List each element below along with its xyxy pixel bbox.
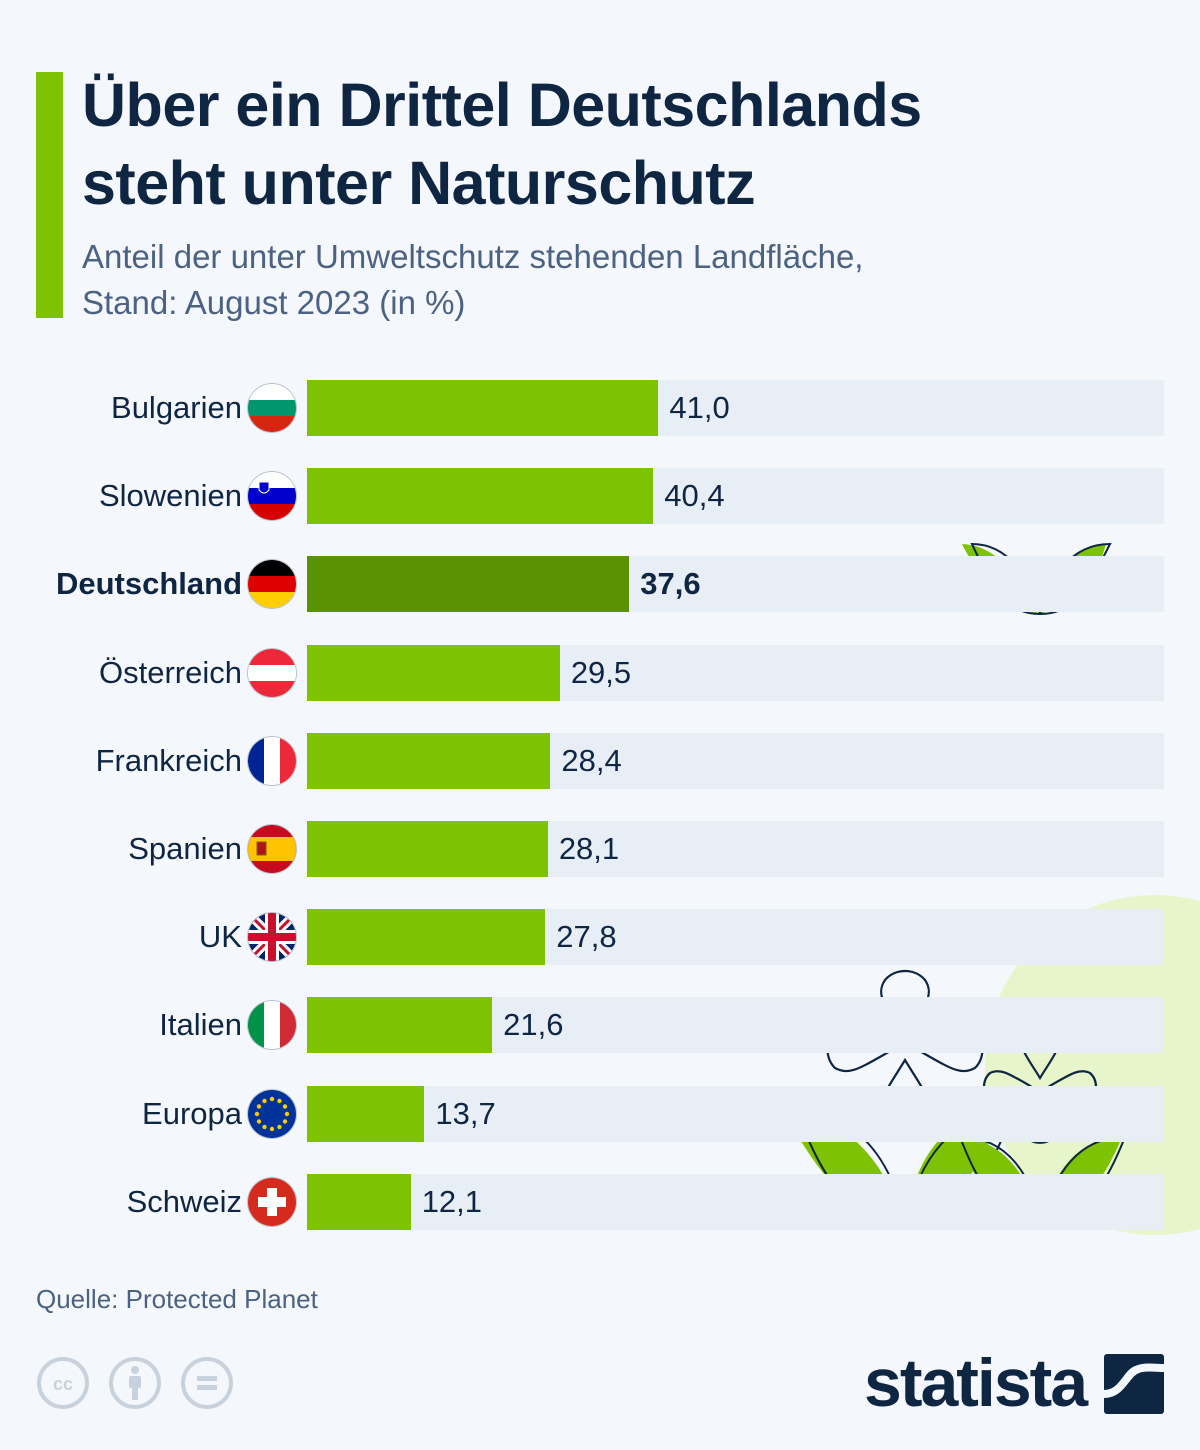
category-label: Deutschland bbox=[55, 566, 242, 602]
bar-row: Europa 13,7 bbox=[0, 1085, 1200, 1142]
bar-row: Frankreich 28,4 bbox=[0, 732, 1200, 789]
bar[interactable] bbox=[307, 997, 493, 1054]
bar-track bbox=[307, 1085, 1164, 1142]
bar-row: Österreich 29,5 bbox=[0, 644, 1200, 701]
bar[interactable] bbox=[307, 644, 560, 701]
flag-italy-icon bbox=[248, 1001, 296, 1050]
flag-austria-icon bbox=[248, 648, 296, 697]
bar[interactable] bbox=[307, 556, 630, 613]
attribution-icon[interactable] bbox=[108, 1356, 162, 1410]
category-label: Bulgarien bbox=[111, 390, 242, 425]
statista-logo[interactable]: statista bbox=[864, 1345, 1088, 1421]
bar-row: UK 27,8 bbox=[0, 909, 1200, 966]
value-label: 12,1 bbox=[421, 1183, 483, 1219]
bar-row: Bulgarien 41,0 bbox=[0, 380, 1200, 436]
bar[interactable] bbox=[307, 468, 654, 525]
category-label: Slowenien bbox=[98, 478, 242, 514]
bar[interactable] bbox=[307, 821, 548, 877]
title-line-2: steht unter Naturschutz bbox=[82, 149, 756, 217]
category-label: Österreich bbox=[99, 654, 242, 690]
bar[interactable] bbox=[307, 1085, 425, 1142]
bar-track bbox=[307, 1173, 1164, 1230]
bar[interactable] bbox=[307, 732, 551, 789]
subtitle-line-1: Anteil der unter Umweltschutz stehenden … bbox=[82, 238, 864, 275]
value-label: 41,0 bbox=[669, 390, 730, 425]
value-label: 28,4 bbox=[561, 742, 622, 778]
bar-row: Slowenien 40,4 bbox=[0, 468, 1200, 525]
value-label: 29,5 bbox=[570, 654, 632, 690]
category-label: Italien bbox=[159, 1007, 242, 1043]
bar[interactable] bbox=[307, 909, 546, 966]
bar-row: Spanien 28,1 bbox=[0, 821, 1200, 877]
flag-spain-icon bbox=[248, 825, 296, 873]
chart-title: Über ein Drittel Deutschlands steht unte… bbox=[82, 66, 922, 222]
bar-row: Schweiz 12,1 bbox=[0, 1173, 1200, 1230]
value-label: 13,7 bbox=[435, 1095, 496, 1131]
value-label: 28,1 bbox=[558, 831, 620, 866]
statista-logo-mark-icon bbox=[1104, 1354, 1164, 1414]
category-label: Schweiz bbox=[126, 1183, 242, 1219]
flag-eu-icon bbox=[248, 1089, 296, 1138]
category-label: UK bbox=[198, 919, 242, 955]
value-label: 37,6 bbox=[640, 566, 701, 602]
value-label: 40,4 bbox=[664, 478, 725, 514]
cc-icon[interactable]: cc bbox=[36, 1356, 90, 1410]
flag-switzerland-icon bbox=[248, 1177, 296, 1226]
source-text: Quelle: Protected Planet bbox=[36, 1284, 318, 1314]
bar-row: Deutschland 37,6 bbox=[0, 556, 1200, 613]
no-derivatives-icon[interactable] bbox=[180, 1356, 234, 1410]
value-label: 27,8 bbox=[556, 919, 617, 955]
bar[interactable] bbox=[307, 1173, 411, 1230]
svg-text:cc: cc bbox=[53, 1374, 73, 1394]
bar[interactable] bbox=[307, 380, 659, 436]
flag-germany-icon bbox=[248, 560, 296, 609]
value-label: 21,6 bbox=[503, 1007, 564, 1043]
flag-slovenia-icon bbox=[248, 472, 296, 521]
bar-row: Italien 21,6 bbox=[0, 997, 1200, 1054]
flag-bulgaria-icon bbox=[248, 384, 296, 432]
accent-bar bbox=[36, 72, 63, 318]
chart-subtitle: Anteil der unter Umweltschutz stehenden … bbox=[82, 234, 863, 326]
flag-france-icon bbox=[248, 736, 296, 785]
flag-uk-icon bbox=[248, 913, 296, 962]
category-label: Frankreich bbox=[95, 742, 242, 778]
category-label: Europa bbox=[142, 1095, 242, 1131]
title-line-1: Über ein Drittel Deutschlands bbox=[82, 71, 922, 139]
category-label: Spanien bbox=[128, 831, 242, 866]
subtitle-line-2: Stand: August 2023 (in %) bbox=[82, 284, 466, 321]
